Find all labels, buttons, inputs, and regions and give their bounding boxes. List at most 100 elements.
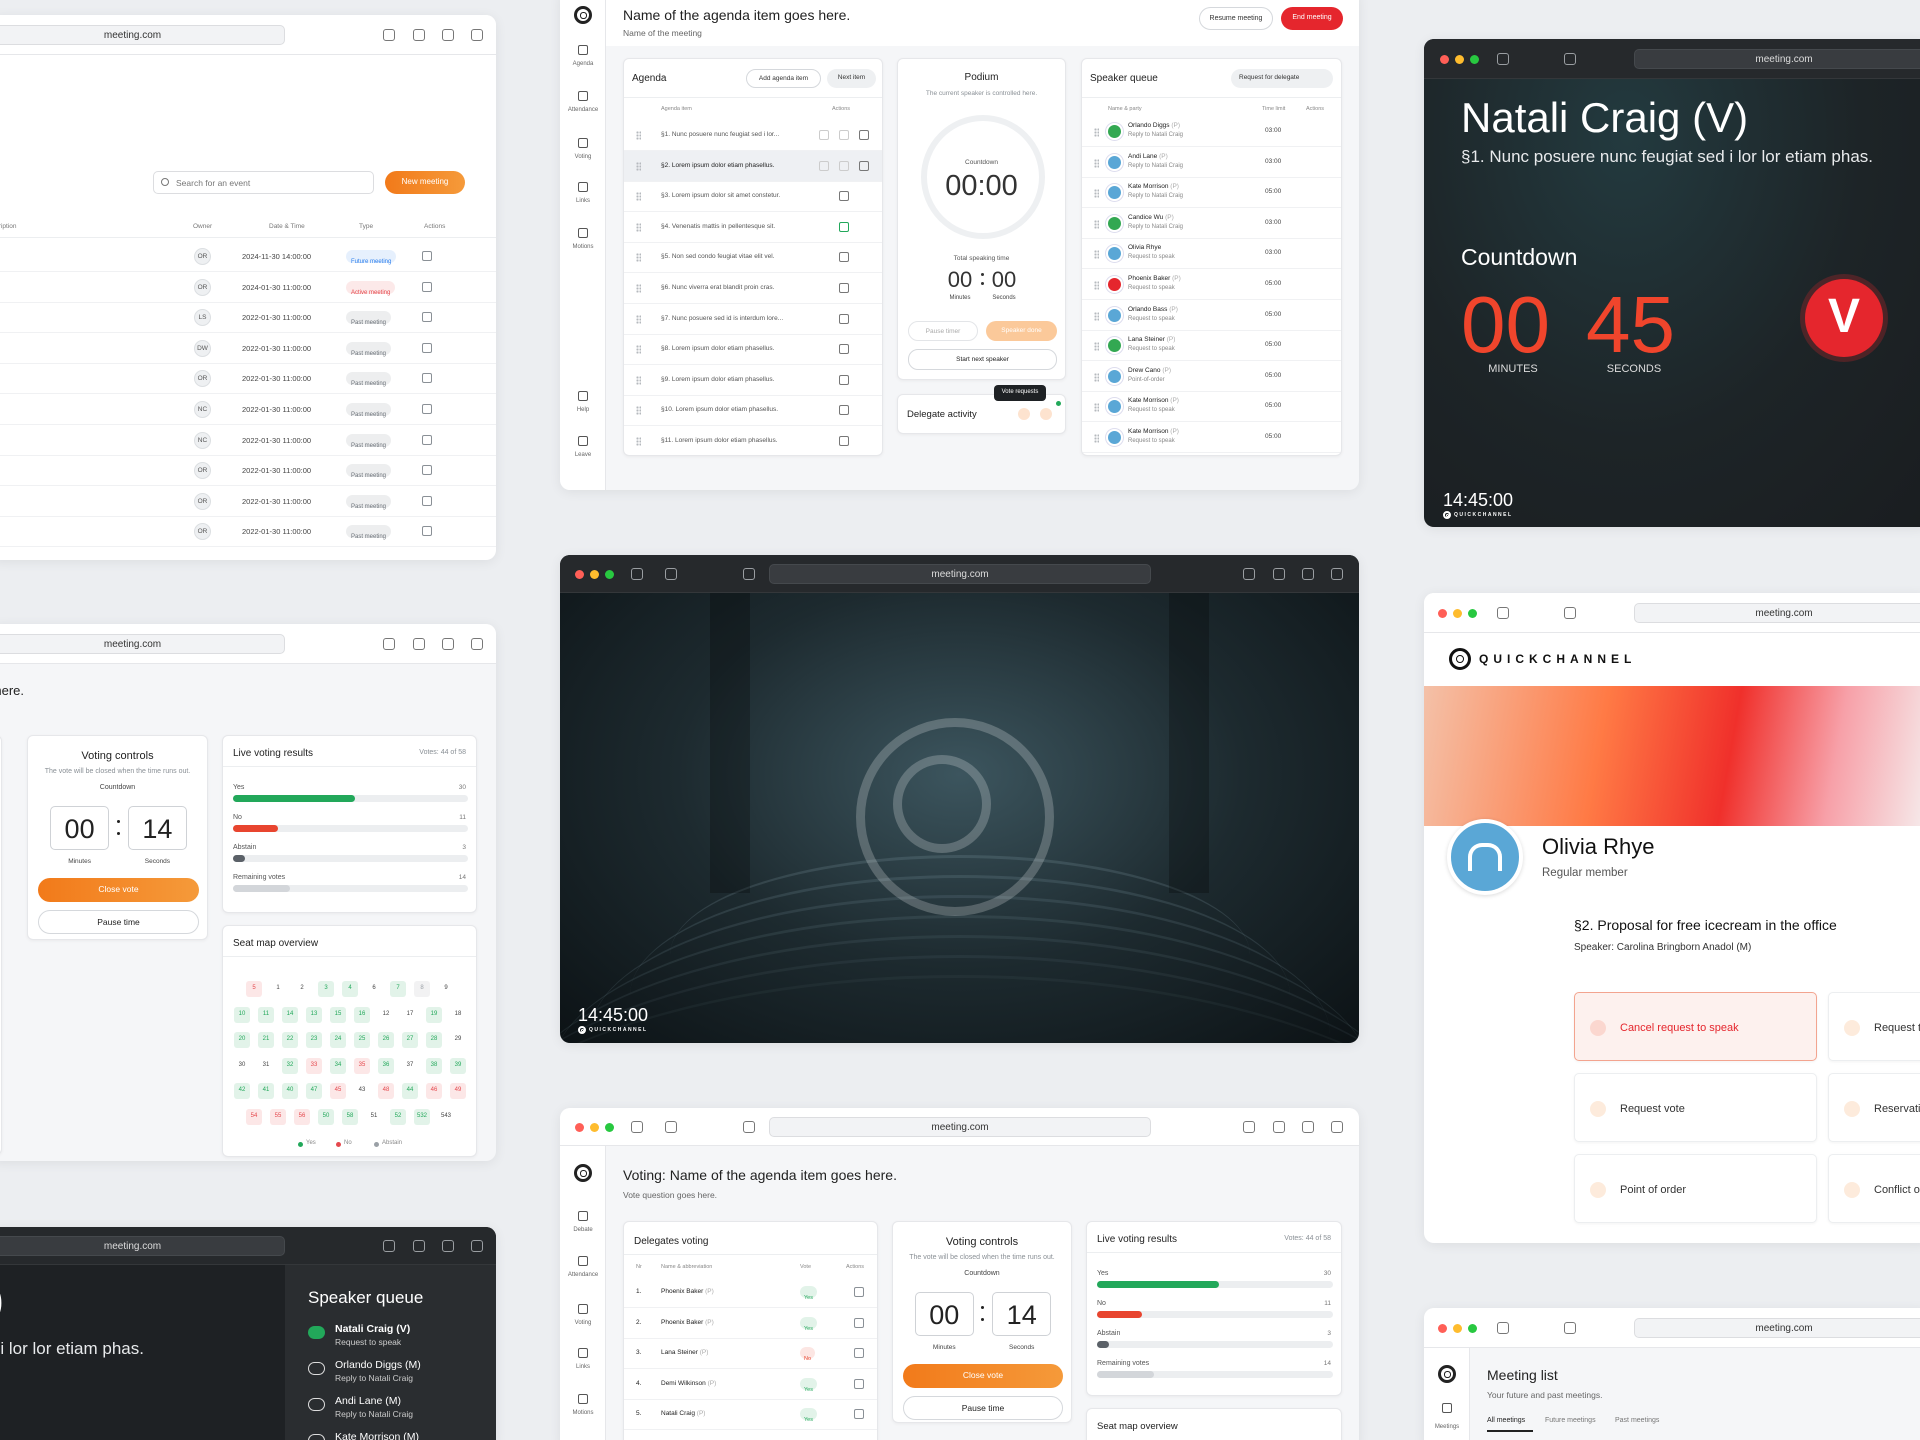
drag-handle[interactable] [636, 314, 641, 324]
seat[interactable]: 35 [354, 1057, 370, 1074]
pause-time-button[interactable]: Pause time [38, 910, 199, 934]
toolbar-icon[interactable] [743, 1121, 755, 1133]
icon[interactable] [422, 251, 432, 261]
seat[interactable]: 45 [330, 1083, 346, 1100]
icon[interactable] [578, 182, 588, 192]
toolbar-icon[interactable] [413, 29, 425, 41]
drag-handle[interactable] [1094, 219, 1099, 229]
seat[interactable]: 50 [318, 1109, 334, 1125]
seat[interactable]: 36 [378, 1057, 394, 1074]
drag-handle[interactable] [1094, 342, 1099, 352]
seat[interactable]: 52 [390, 1109, 406, 1125]
seat[interactable]: 42 [234, 1083, 250, 1100]
seat[interactable]: 40 [282, 1083, 298, 1100]
toolbar-icon[interactable] [471, 638, 483, 650]
toolbar-icon[interactable] [1331, 568, 1343, 580]
close-vote-button[interactable]: Close vote [903, 1364, 1063, 1388]
toolbar-icon[interactable] [1564, 53, 1576, 65]
toolbar-icon[interactable] [1497, 607, 1509, 619]
next-item-button[interactable]: Next item [827, 69, 876, 88]
icon[interactable] [578, 1394, 588, 1404]
seat[interactable]: 51 [366, 1109, 382, 1125]
seat[interactable]: 25 [354, 1032, 370, 1049]
seat[interactable]: 7 [390, 981, 406, 997]
drag-handle[interactable] [636, 161, 641, 171]
toolbar-icon[interactable] [413, 1240, 425, 1252]
icon[interactable] [839, 191, 849, 202]
icon[interactable] [422, 434, 432, 445]
icon[interactable] [578, 391, 588, 401]
nav-label[interactable]: Voting [574, 154, 592, 160]
seat[interactable]: 28 [426, 1032, 442, 1049]
icon[interactable] [839, 160, 849, 171]
action-card[interactable]: Conflict of interest [1828, 1154, 1920, 1223]
seat[interactable]: 56 [294, 1109, 310, 1125]
icon[interactable] [859, 160, 869, 171]
toolbar-icon[interactable] [1564, 1322, 1576, 1334]
drag-handle[interactable] [1094, 128, 1099, 137]
seat[interactable]: 34 [330, 1057, 346, 1074]
seat[interactable]: 10 [234, 1006, 250, 1023]
toolbar-icon[interactable] [1273, 568, 1285, 580]
tab[interactable]: All meetings [1487, 1417, 1526, 1424]
agenda-item[interactable]: §9. Lorem ipsum dolor etiam phasellus. [661, 375, 775, 383]
icon[interactable] [422, 373, 432, 384]
drag-handle[interactable] [636, 375, 641, 385]
tab[interactable]: Future meetings [1545, 1417, 1596, 1424]
icon[interactable] [578, 1256, 588, 1266]
toolbar-icon[interactable] [383, 29, 395, 41]
toolbar-icon[interactable] [383, 638, 395, 650]
nav-label[interactable]: Motions [572, 1410, 594, 1416]
toolbar-icon[interactable] [1243, 1121, 1255, 1133]
drag-handle[interactable] [636, 437, 641, 446]
seat[interactable]: 9 [438, 981, 454, 997]
toolbar-icon[interactable] [1497, 1322, 1509, 1334]
seat[interactable]: 27 [402, 1032, 418, 1049]
icon[interactable] [578, 1304, 588, 1314]
action-card[interactable]: Request to speak [1828, 992, 1920, 1061]
icon[interactable] [839, 252, 849, 263]
icon[interactable] [839, 344, 849, 355]
icon[interactable] [422, 526, 432, 537]
toolbar-icon[interactable] [1243, 568, 1255, 580]
seat[interactable]: 31 [258, 1058, 274, 1074]
drag-handle[interactable] [1094, 189, 1099, 199]
icon[interactable] [578, 91, 588, 101]
nav-label[interactable]: Agenda [572, 61, 594, 67]
address-bar[interactable]: meeting.com [769, 564, 1151, 584]
icon[interactable] [839, 374, 849, 385]
start-next-button[interactable]: Start next speaker [908, 349, 1057, 370]
toolbar-icon[interactable] [471, 1240, 483, 1252]
seat[interactable]: 1 [270, 981, 286, 997]
agenda-item[interactable]: §7. Nunc posuere sed id is interdum lore… [661, 314, 784, 322]
icon[interactable] [839, 405, 849, 416]
address-bar[interactable]: meeting.com [1634, 603, 1920, 623]
toolbar-icon[interactable] [1331, 1121, 1343, 1133]
seat[interactable]: 15 [330, 1006, 346, 1023]
action-card[interactable]: Cancel request to speak [1574, 992, 1817, 1061]
seat[interactable]: 19 [426, 1006, 442, 1023]
action-card[interactable]: Request vote [1574, 1073, 1817, 1142]
seat[interactable]: 39 [450, 1057, 466, 1074]
agenda-item[interactable]: §4. Venenatis mattis in pellentesque sit… [661, 222, 776, 230]
toolbar-icon[interactable] [442, 29, 454, 41]
seat[interactable]: 47 [306, 1083, 322, 1100]
nav-label[interactable]: Help [576, 407, 590, 413]
nav-label[interactable]: Voting [574, 1320, 592, 1326]
seat[interactable]: 12 [378, 1007, 394, 1023]
drag-handle[interactable] [1094, 403, 1099, 413]
icon[interactable] [578, 1211, 588, 1221]
seat[interactable]: 49 [450, 1083, 466, 1100]
icon[interactable] [1442, 1403, 1452, 1413]
toolbar-icon[interactable] [631, 1121, 643, 1133]
agenda-item[interactable]: §2. Lorem ipsum dolor etiam phasellus. [661, 161, 775, 169]
seat[interactable]: 22 [282, 1032, 298, 1049]
seat[interactable]: 32 [282, 1057, 298, 1074]
nav-label[interactable]: Motions [572, 244, 594, 250]
drag-handle[interactable] [636, 345, 641, 355]
agenda-item[interactable]: §5. Non sed condo feugiat vitae elit vel… [661, 253, 775, 261]
add-item-button[interactable]: Add agenda item [746, 69, 821, 88]
seat[interactable]: 543 [438, 1109, 454, 1125]
activity-icon[interactable] [1018, 408, 1030, 420]
seat[interactable]: 17 [402, 1007, 418, 1023]
